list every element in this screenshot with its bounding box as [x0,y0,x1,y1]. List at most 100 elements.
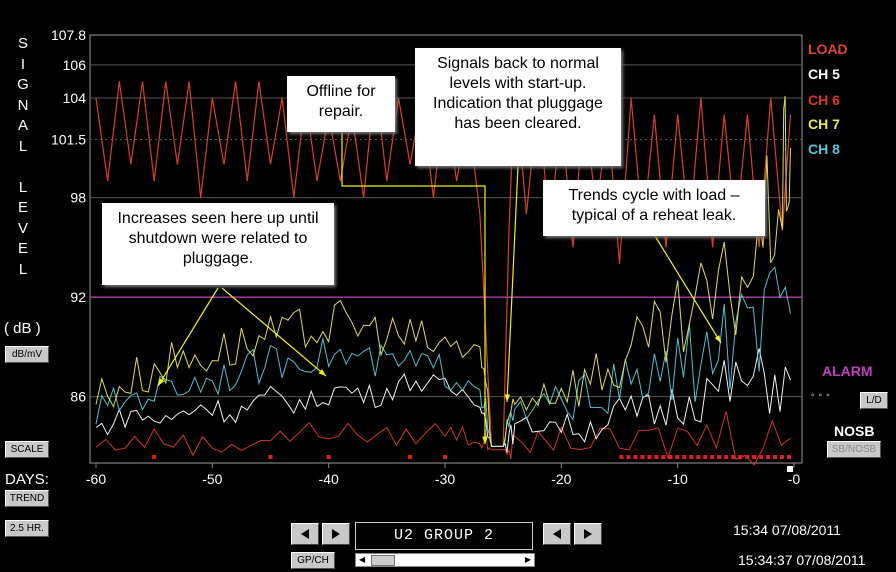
y-tick-label: 106 [63,57,87,73]
arrow-head [318,369,326,376]
status-marker [647,455,652,459]
status-marker [703,455,708,459]
status-marker [682,455,687,459]
gp-ch-button[interactable]: GP/CH [291,552,335,569]
legend-ch8: CH 8 [808,141,840,157]
arrow-head [714,335,721,343]
y-axis-title: S I G N A L L E V E L [14,34,32,280]
status-marker [619,455,624,459]
status-marker [717,455,722,459]
current-marker [787,466,793,472]
status-marker [759,455,764,459]
status-marker [689,455,694,459]
prev-group-button[interactable] [291,523,319,545]
series-line-ch7 [95,95,791,447]
y-title-letter: S [17,35,28,52]
trend-button[interactable]: TREND [5,490,49,507]
arrow-head [504,394,511,402]
arrow-left-icon [553,529,561,539]
2-5hr-button[interactable]: 2.5 HR. [5,520,49,537]
y-title-letter: L [18,178,28,196]
status-marker [408,455,413,459]
status-marker [745,455,750,459]
unit-label: ( dB ) [4,320,41,337]
y-tick-label: 104 [63,90,87,106]
prev-channel-button[interactable] [543,523,571,545]
series-line-ch8 [95,266,791,447]
y-tick-label: 92 [70,289,86,305]
status-marker [626,455,631,459]
scroll-right-icon[interactable]: ▶ [524,555,531,564]
x-tick-label: -50 [202,471,222,487]
legend-ch5: CH 5 [808,66,840,82]
x-tick-label: -40 [319,471,339,487]
alarm-label: ALARM [822,363,873,379]
db-mv-button[interactable]: dB/mV [5,346,49,363]
y-title-letter: E [17,240,28,257]
annotation-arrow [221,287,327,377]
y-tick-label: 98 [70,190,86,206]
nosb-label: NOSB [834,423,875,439]
scroll-thumb[interactable] [371,555,395,566]
y-title-letter: I [20,55,26,73]
status-marker [152,455,157,459]
arrow-left-icon [301,529,309,539]
y-title-letter: L [18,260,28,278]
arrow-head [158,378,165,386]
annotation-arrow [654,235,722,344]
legend-load: LOAD [808,41,848,57]
annotation-arrow [506,165,519,403]
status-marker [268,455,273,459]
status-marker [752,455,757,459]
y-title-letter: V [17,219,28,237]
callout-signals: Signals back to normal levels with start… [415,48,621,166]
arrow-right-icon [584,529,592,539]
y-tick-label: 101.5 [51,132,86,148]
group-display: U2 GROUP 2 [355,522,533,550]
scale-button[interactable]: SCALE [5,441,49,458]
days-label: DAYS: [5,471,49,488]
sb-nosb-button[interactable]: SB/NOSB [827,441,881,458]
clock-top: 15:34 07/08/2011 [733,522,841,538]
status-marker [633,455,638,459]
status-marker [668,455,673,459]
annotation-arrow [157,287,219,387]
next-group-button[interactable] [322,523,350,545]
arrow-right-icon [332,529,340,539]
y-title-letter: E [17,199,28,216]
status-dots: ◦◦◦ [811,390,834,401]
status-marker [787,455,792,459]
callout-increases: Increases seen here up until shutdown we… [102,203,334,285]
y-title-letter: N [17,96,29,114]
x-tick-label: -20 [551,471,571,487]
status-marker [731,455,736,459]
scroll-left-icon[interactable]: ◀ [359,555,366,564]
x-tick-label: -60 [86,471,106,487]
status-marker [654,455,659,459]
status-marker [724,455,729,459]
status-marker [780,455,785,459]
series-line-ch5 [95,348,791,453]
status-marker [326,455,331,459]
annotation-arrow [341,132,486,440]
y-title-letter: G [17,76,29,93]
series-line-ch6 [95,411,791,466]
x-tick-label: -30 [435,471,455,487]
status-marker [738,455,743,459]
arrow-head [482,436,488,444]
y-title-letter: A [17,117,28,134]
status-marker [675,455,680,459]
callout-offline: Offline for repair. [287,76,395,132]
clock-bottom: 15:34:37 07/08/2011 [738,552,866,568]
ld-button[interactable]: L/D [860,392,888,409]
status-marker [766,455,771,459]
status-marker [696,455,701,459]
status-marker [443,455,447,459]
status-marker [661,455,666,459]
time-scrollbar[interactable]: ◀ ▶ [355,553,535,567]
next-channel-button[interactable] [574,523,602,545]
legend-ch6: CH 6 [808,92,840,108]
status-marker [773,455,778,459]
x-tick-label: -0 [788,471,801,487]
legend-ch7: CH 7 [808,116,840,132]
